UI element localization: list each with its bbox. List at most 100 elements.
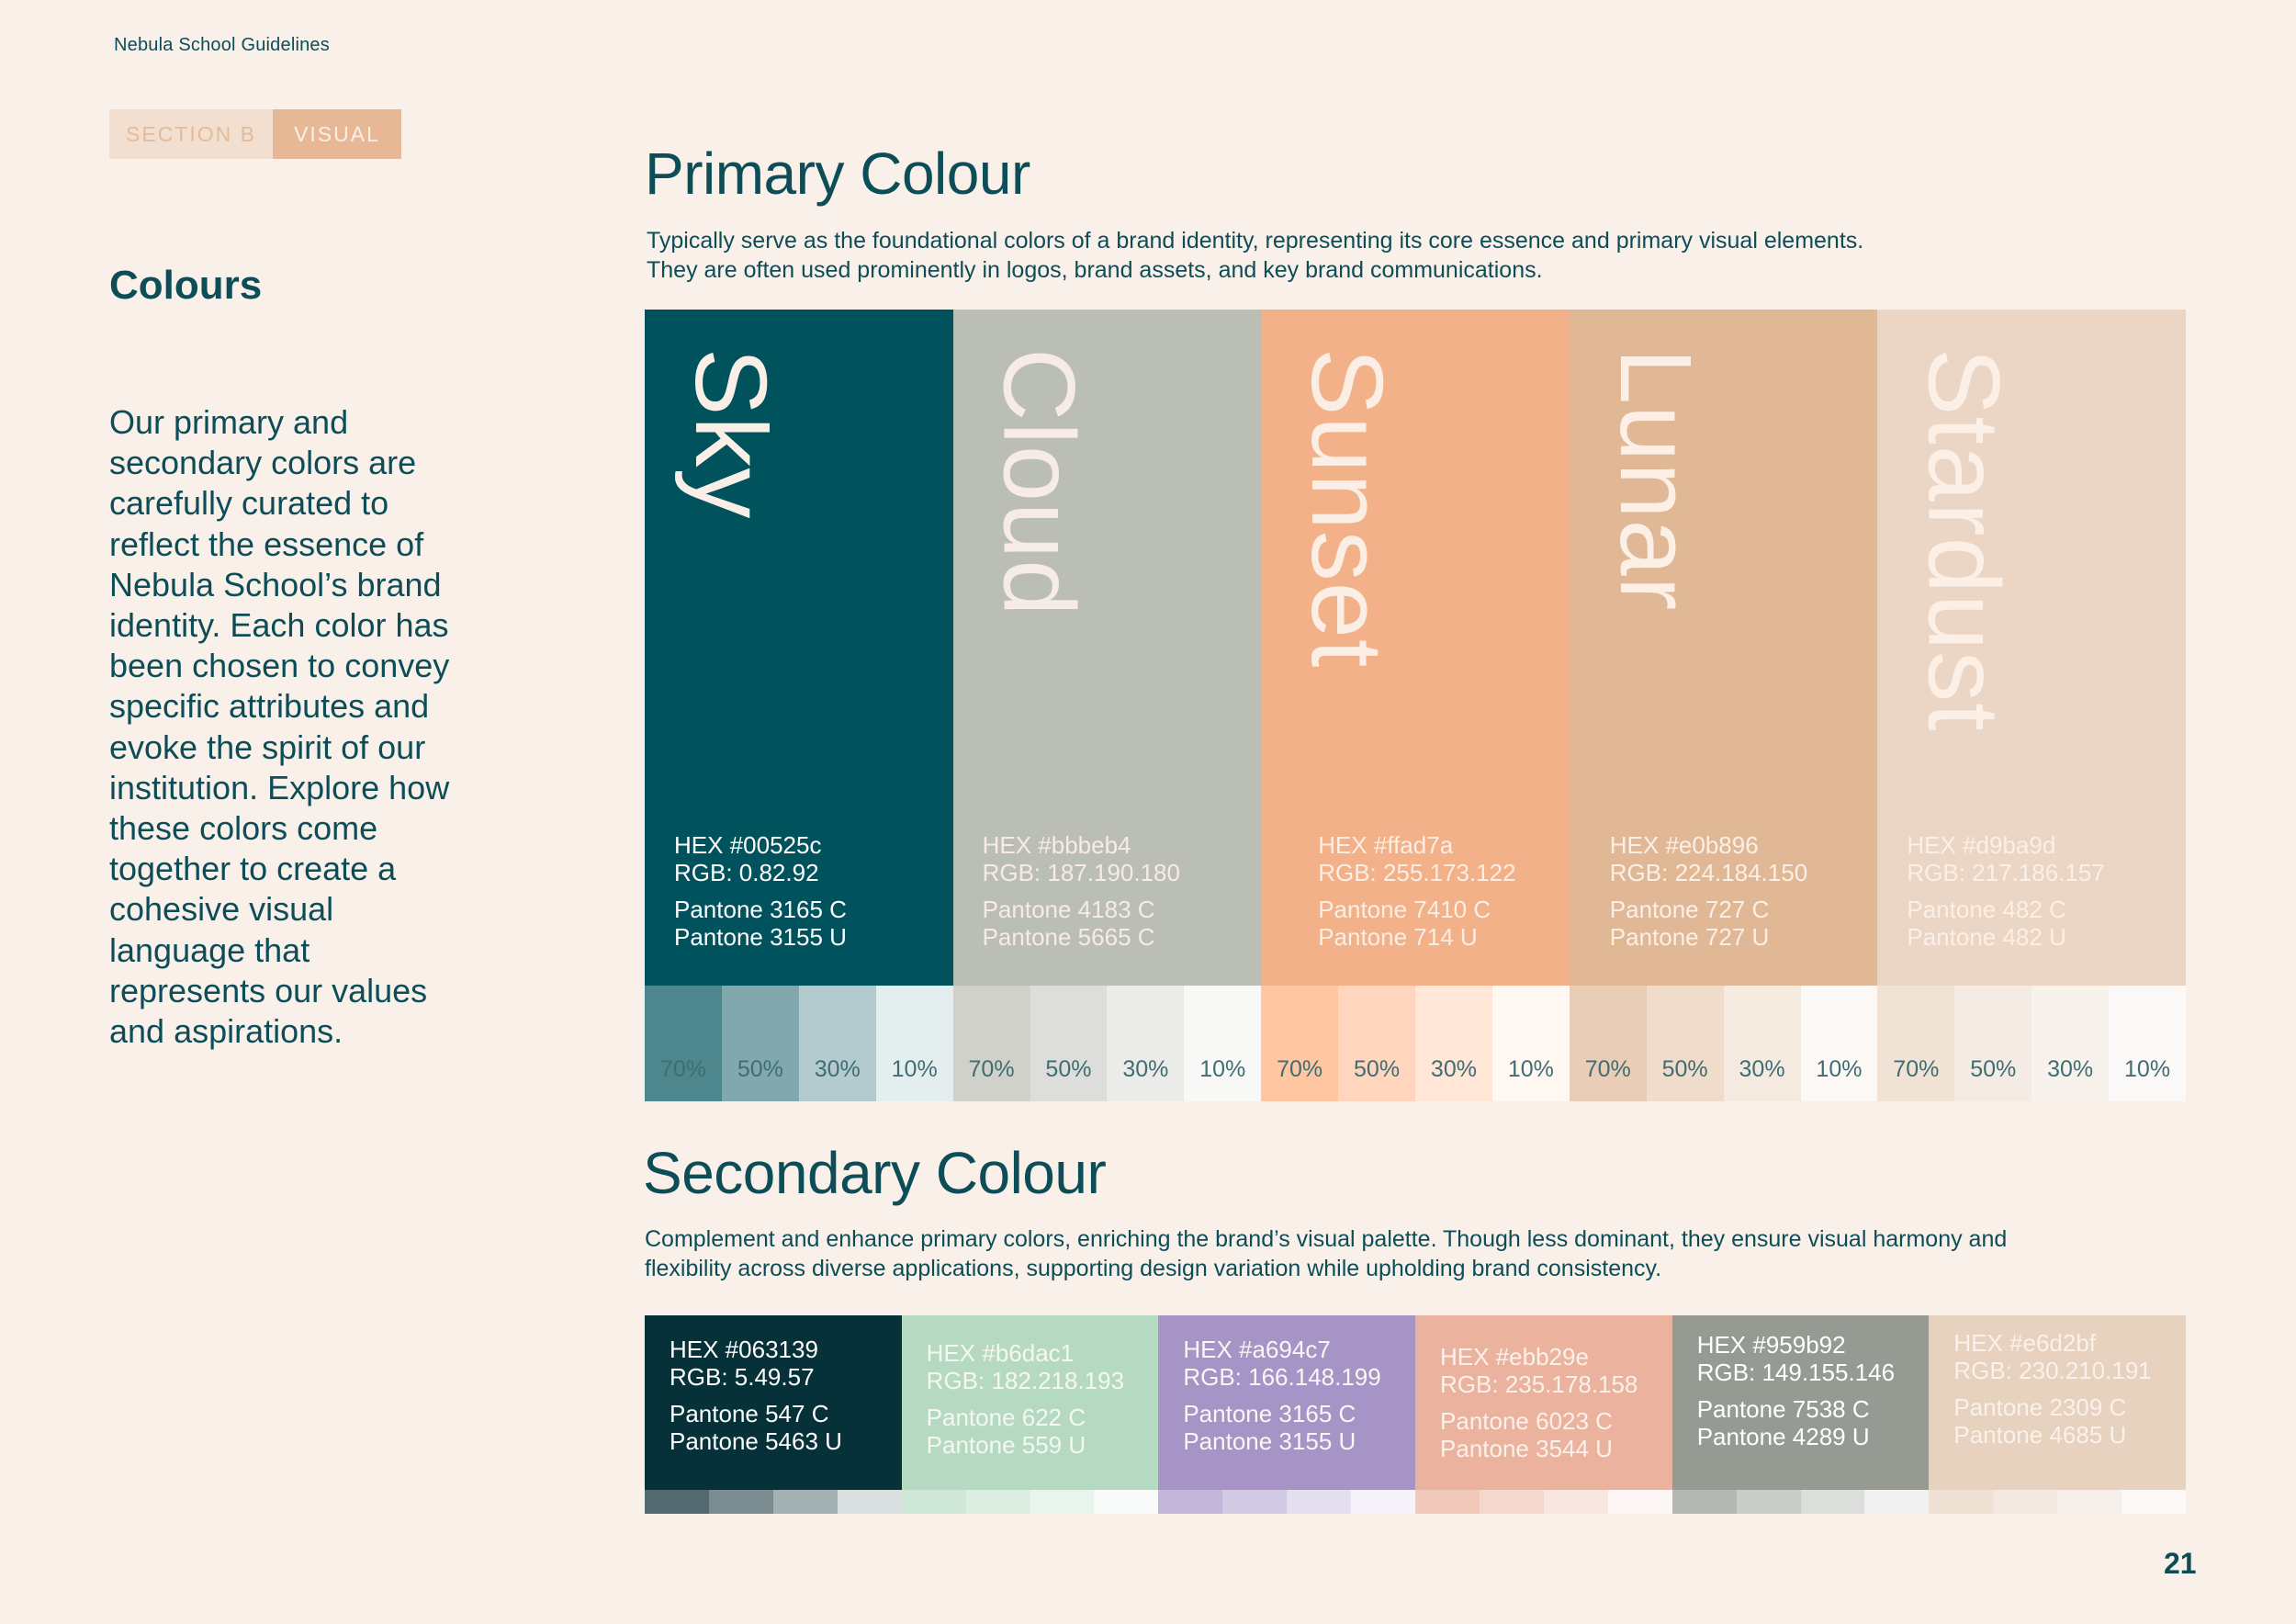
primary-swatch-block: Lunar HEX #e0b896 RGB: 224.184.150 Pantone … (1569, 310, 1878, 986)
pantone-u: Pantone 5665 C (982, 923, 1155, 951)
primary-swatch: Stardust HEX #d9ba9d RGB: 217.186.157 Panto… (1877, 310, 2186, 1101)
tint-swatch: 70% (1569, 986, 1647, 1101)
tint-swatch (1864, 1490, 1930, 1514)
primary-swatch-info: HEX #00525c RGB: 0.82.92 Pantone 3165 C Pan… (674, 831, 847, 951)
rgb-code: RGB: 217.186.157 (1907, 859, 2105, 886)
hex-code: HEX #b6dac1 (926, 1339, 1075, 1367)
rgb-code: RGB: 149.155.146 (1696, 1359, 1896, 1386)
tint-swatch (1993, 1490, 2058, 1514)
primary-swatch-info: HEX #d9ba9d RGB: 217.186.157 Pantone 482 C… (1907, 831, 2104, 951)
primary-swatch-block: Sunset HEX #ffad7a RGB: 255.173.122 Pantone… (1261, 310, 1570, 986)
tint-swatch: 50% (1338, 986, 1415, 1101)
tint-swatch (2057, 1490, 2122, 1514)
tint-row: 70% 50% 30% 10% (1261, 986, 1570, 1101)
tint-swatch (1158, 1490, 1223, 1514)
pantone-u: Pantone 714 U (1318, 923, 1478, 951)
tint-swatch: 70% (1877, 986, 1955, 1101)
rgb-code: RGB: 224.184.150 (1609, 859, 1808, 886)
secondary-swatch: HEX #a694c7 RGB: 166.148.199 Pantone 3165 … (1158, 1315, 1416, 1514)
secondary-swatch-block: HEX #a694c7 RGB: 166.148.199 Pantone 3165 … (1158, 1315, 1416, 1490)
rgb-code: RGB: 5.49.57 (670, 1363, 815, 1391)
tint-row (1415, 1490, 1672, 1514)
pantone-u: Pantone 3155 U (1183, 1427, 1356, 1455)
hex-code: HEX #e0b896 (1609, 831, 1759, 859)
pantone-c: Pantone 7410 C (1318, 896, 1491, 923)
primary-swatch-grid: Sky HEX #00525c RGB: 0.82.92 Pantone 3165 C… (645, 310, 2186, 1101)
tint-swatch (1351, 1490, 1416, 1514)
secondary-swatch-block: HEX #959b92 RGB: 149.155.146 Pantone 7538 … (1671, 1315, 1930, 1490)
tint-swatch (772, 1490, 838, 1514)
visual-label: VISUAL (273, 109, 401, 159)
tint-swatch: 70% (952, 986, 1030, 1101)
tint-swatch: 10% (1184, 986, 1262, 1101)
secondary-swatch-info: HEX #ebb29e RGB: 235.178.158 Pantone 6023 … (1440, 1343, 1638, 1462)
secondary-swatch-grid: HEX #063139 RGB: 5.49.57 Pantone 547 C Pant… (645, 1315, 2187, 1514)
tint-swatch (1222, 1490, 1288, 1514)
secondary-swatch-block: HEX #b6dac1 RGB: 182.218.193 Pantone 622 C… (901, 1315, 1159, 1490)
tint-row: 70% 50% 30% 10% (1569, 986, 1878, 1101)
pantone-c: Pantone 727 C (1609, 896, 1770, 923)
sidebar-heading: Colours (109, 263, 263, 308)
secondary-desc-line-2: flexibility across diverse applications,… (645, 1256, 1662, 1281)
tint-row: 70% 50% 30% 10% (1877, 986, 2186, 1101)
tint-swatch (1671, 1490, 1737, 1514)
hex-code: HEX #a694c7 (1183, 1336, 1331, 1363)
pantone-u: Pantone 5463 U (670, 1427, 842, 1455)
pantone-u: Pantone 4685 U (1953, 1421, 2127, 1449)
tint-row (1929, 1490, 2187, 1514)
rgb-code: RGB: 255.173.122 (1318, 859, 1516, 886)
hex-code: HEX #ebb29e (1440, 1343, 1589, 1370)
tint-swatch (1543, 1490, 1608, 1514)
tint-row: 70% 50% 30% 10% (645, 986, 953, 1101)
secondary-desc-line-1: Complement and enhance primary colors, e… (645, 1226, 2008, 1252)
hex-code: HEX #bbbeb4 (982, 831, 1131, 859)
rgb-code: RGB: 187.190.180 (982, 859, 1180, 886)
rgb-code: RGB: 235.178.158 (1440, 1370, 1638, 1398)
secondary-swatch-info: HEX #b6dac1 RGB: 182.218.193 Pantone 622 C… (927, 1339, 1124, 1459)
secondary-swatch-block: HEX #e6d2bf RGB: 230.210.191 Pantone 2309 … (1929, 1315, 2187, 1490)
secondary-colour-description: Complement and enhance primary colors, e… (645, 1224, 2114, 1283)
pantone-u: Pantone 482 U (1907, 923, 2066, 951)
pantone-c: Pantone 2309 C (1953, 1393, 2127, 1421)
tint-row (1158, 1490, 1416, 1514)
tint-swatch (2122, 1490, 2187, 1514)
secondary-swatch-info: HEX #a694c7 RGB: 166.148.199 Pantone 3165 … (1183, 1336, 1380, 1455)
page-number: 21 (2164, 1547, 2197, 1580)
primary-desc-line-2: They are often used prominently in logos… (647, 257, 1543, 283)
primary-swatch: Lunar HEX #e0b896 RGB: 224.184.150 Pantone … (1569, 310, 1878, 1101)
primary-swatch-name: Sunset (1290, 348, 1404, 669)
pantone-c: Pantone 622 C (926, 1404, 1086, 1431)
tint-swatch: 10% (2109, 986, 2186, 1101)
secondary-swatch: HEX #e6d2bf RGB: 230.210.191 Pantone 2309 … (1929, 1315, 2187, 1514)
primary-swatch: Sky HEX #00525c RGB: 0.82.92 Pantone 3165 C… (645, 310, 953, 1101)
hex-code: HEX #e6d2bf (1953, 1329, 2097, 1357)
tint-swatch (708, 1490, 773, 1514)
tint-swatch (1479, 1490, 1544, 1514)
tint-swatch (1607, 1490, 1672, 1514)
tint-swatch (1094, 1490, 1159, 1514)
tint-swatch: 30% (1415, 986, 1492, 1101)
primary-swatch-info: HEX #bbbeb4 RGB: 187.190.180 Pantone 4183 … (983, 831, 1180, 951)
tint-swatch (1415, 1490, 1480, 1514)
pantone-c: Pantone 7538 C (1696, 1395, 1870, 1423)
pantone-c: Pantone 6023 C (1440, 1407, 1613, 1435)
hex-code: HEX #d9ba9d (1907, 831, 2056, 859)
primary-swatch-info: HEX #ffad7a RGB: 255.173.122 Pantone 7410 … (1318, 831, 1515, 951)
pantone-u: Pantone 3544 U (1440, 1435, 1613, 1462)
primary-colour-description: Typically serve as the foundational colo… (647, 226, 2208, 285)
section-tag: SECTION B VISUAL (109, 109, 401, 159)
primary-swatch-info: HEX #e0b896 RGB: 224.184.150 Pantone 727 C… (1610, 831, 1807, 951)
pantone-c: Pantone 3165 C (674, 896, 847, 923)
pantone-u: Pantone 559 U (926, 1431, 1086, 1459)
tint-swatch: 70% (645, 986, 722, 1101)
tint-swatch (965, 1490, 1030, 1514)
tint-swatch: 50% (721, 986, 799, 1101)
secondary-swatch-block: HEX #ebb29e RGB: 235.178.158 Pantone 6023 … (1415, 1315, 1672, 1490)
primary-swatch: Sunset HEX #ffad7a RGB: 255.173.122 Pantone… (1261, 310, 1570, 1101)
tint-row: 70% 50% 30% 10% (952, 986, 1262, 1101)
primary-swatch-block: Stardust HEX #d9ba9d RGB: 217.186.157 Panto… (1877, 310, 2186, 986)
secondary-swatch: HEX #ebb29e RGB: 235.178.158 Pantone 6023 … (1415, 1315, 1672, 1514)
secondary-swatch: HEX #063139 RGB: 5.49.57 Pantone 547 C Pant… (645, 1315, 902, 1514)
tint-row (901, 1490, 1159, 1514)
secondary-swatch: HEX #959b92 RGB: 149.155.146 Pantone 7538 … (1671, 1315, 1930, 1514)
